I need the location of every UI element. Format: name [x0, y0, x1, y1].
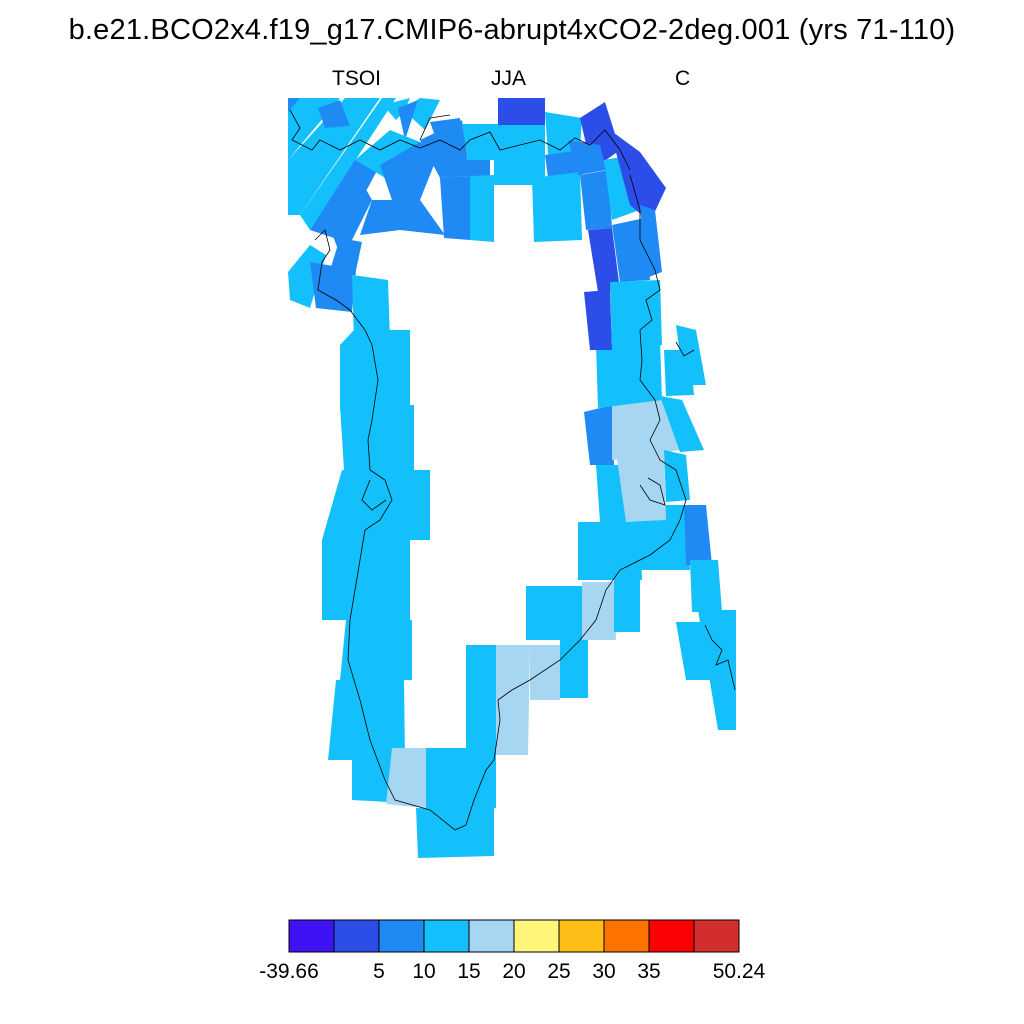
map-cell	[496, 645, 530, 755]
coastline-segment	[361, 479, 387, 511]
map-cell	[616, 448, 666, 522]
colorbar-label: 50.24	[712, 960, 766, 983]
colorbar-box	[693, 919, 740, 953]
map-cell	[325, 170, 372, 260]
map-cell	[330, 238, 362, 275]
colorbar-box	[333, 919, 380, 953]
map-cell	[498, 98, 545, 125]
units-label: C	[675, 67, 691, 90]
coastline-segment	[675, 341, 695, 357]
colorbar-label: 25	[547, 960, 571, 983]
map-cell	[684, 505, 712, 565]
map-cell	[340, 405, 414, 470]
map-cell	[526, 586, 582, 640]
colorbar-box	[378, 919, 425, 953]
map-cell	[360, 200, 445, 235]
colorbar-label: 5	[373, 960, 385, 983]
coastline-segment	[289, 109, 631, 171]
map-cell	[340, 330, 410, 410]
map-cell	[560, 640, 588, 698]
coastline	[289, 109, 736, 831]
plot-title: b.e21.BCO2x4.f19_g17.CMIP6-abrupt4xCO2-2…	[68, 14, 956, 46]
colorbar-label: -39.66	[259, 960, 319, 983]
map-cell	[440, 176, 470, 240]
map-cell	[532, 172, 582, 242]
map-cell	[340, 620, 412, 680]
map-cell	[470, 175, 494, 242]
map-cells	[288, 98, 736, 858]
colorbar-box	[648, 919, 695, 953]
map-cell	[310, 262, 356, 312]
map-cell	[612, 218, 650, 282]
colorbar-label: 20	[502, 960, 526, 983]
map-cell	[416, 808, 494, 858]
colorbar-box	[423, 919, 470, 953]
map-cell	[288, 98, 300, 112]
map-cell	[494, 125, 545, 185]
map-cell	[355, 130, 420, 182]
variable-label: TSOI	[332, 67, 382, 90]
colorbar-box	[558, 919, 605, 953]
coastline-segment	[314, 174, 687, 831]
map-cell	[664, 350, 694, 396]
map-cell	[398, 100, 418, 140]
map-cell	[640, 505, 690, 570]
map-cell	[568, 140, 606, 175]
colorbar-label: 10	[412, 960, 436, 983]
map-cell	[620, 150, 650, 205]
map-cell	[676, 622, 712, 680]
map-cell	[596, 340, 662, 408]
map-cell	[660, 396, 704, 452]
map-cell	[612, 396, 680, 460]
map-cell	[383, 98, 410, 120]
map-cell	[352, 275, 390, 340]
map-cell	[588, 228, 620, 292]
map-cell	[288, 245, 326, 308]
map-cell	[322, 470, 430, 540]
colorbar-box	[603, 919, 650, 953]
map-cell	[545, 150, 582, 178]
map-cell	[318, 100, 350, 128]
map-cell	[584, 290, 612, 350]
map-cell	[430, 118, 462, 150]
map-cell	[614, 580, 640, 632]
colorbar-label: 30	[592, 960, 616, 983]
colorbar-label: 35	[637, 960, 661, 983]
coastline-segment	[419, 114, 451, 141]
map-cell	[352, 745, 392, 802]
colorbar-label: 15	[457, 960, 481, 983]
map-cell	[322, 540, 410, 620]
map-cell	[288, 98, 380, 215]
map-cell	[584, 405, 614, 465]
colorbar-boxes	[288, 919, 740, 953]
map-cell	[426, 748, 466, 808]
map-cell	[386, 748, 428, 808]
map-cell	[462, 124, 498, 160]
map-cell	[530, 645, 560, 700]
coastline-segment	[704, 624, 736, 691]
colorbar-box	[513, 919, 560, 953]
map-cell	[300, 98, 396, 230]
map-cell	[380, 142, 440, 200]
map-cell	[328, 680, 405, 760]
colorbar-box	[468, 919, 515, 953]
colorbar-box	[288, 919, 335, 953]
map-cell	[690, 560, 722, 612]
coastline-segment	[639, 477, 666, 506]
map-cell	[664, 450, 690, 502]
map-cell	[580, 170, 612, 230]
season-label: JJA	[491, 67, 527, 90]
map-cell	[578, 522, 642, 580]
